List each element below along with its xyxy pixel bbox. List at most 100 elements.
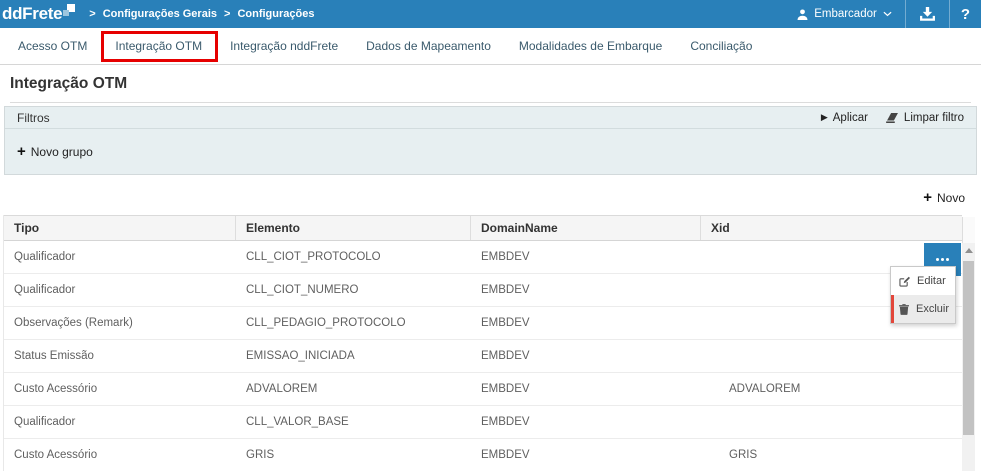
- download-icon: [919, 7, 936, 21]
- row-context-menu: Editar Excluir: [890, 266, 956, 324]
- vertical-scrollbar[interactable]: [962, 243, 975, 471]
- app-logo: ddFrete: [2, 2, 76, 26]
- cell-tipo: Qualificador: [14, 284, 76, 296]
- filters-title: Filtros: [17, 110, 50, 125]
- context-menu-item-label: Excluir: [916, 303, 950, 315]
- eraser-icon: [886, 112, 899, 123]
- context-menu-item-editar[interactable]: Editar: [891, 267, 955, 295]
- tab-dados-de-mapeamento[interactable]: Dados de Mapeamento: [366, 39, 491, 53]
- plus-icon: +: [923, 189, 932, 206]
- plus-icon: +: [17, 142, 26, 160]
- context-menu-item-label: Editar: [917, 275, 946, 287]
- new-group-button[interactable]: + Novo grupo: [17, 142, 93, 160]
- apply-filter-label: Aplicar: [832, 111, 868, 124]
- cell-elemento: CLL_CIOT_NUMERO: [246, 284, 359, 296]
- filters-header: Filtros ▶ Aplicar Limpar filtro: [5, 107, 976, 129]
- new-record-button[interactable]: + Novo: [923, 189, 965, 206]
- apply-filter-button[interactable]: ▶ Aplicar: [821, 112, 868, 124]
- tab-modalidades-de-embarque[interactable]: Modalidades de Embarque: [518, 39, 663, 53]
- filters-body: + Novo grupo: [5, 129, 976, 174]
- cell-tipo: Observações (Remark): [14, 317, 133, 329]
- column-header-domainname: DomainName: [471, 216, 701, 240]
- filters-actions: ▶ Aplicar Limpar filtro: [821, 112, 964, 124]
- clear-filter-label: Limpar filtro: [903, 111, 964, 124]
- topbar-divider: [948, 0, 950, 28]
- column-header-elemento: Elemento: [236, 216, 471, 240]
- cell-domainname: EMBDEV: [481, 350, 530, 362]
- cell-xid: [701, 406, 962, 438]
- cell-domainname: EMBDEV: [481, 449, 530, 461]
- tab-conciliacao[interactable]: Conciliação: [690, 39, 753, 53]
- scrollbar-corner: [962, 217, 975, 243]
- page-title: Integração OTM: [10, 73, 971, 103]
- table-row[interactable]: Qualificador CLL_VALOR_BASE EMBDEV: [4, 406, 962, 439]
- table-header-row: Tipo Elemento DomainName Xid: [4, 215, 962, 241]
- table-toolbar: + Novo: [0, 187, 981, 209]
- topbar-divider: [904, 0, 906, 28]
- records-table: Tipo Elemento DomainName Xid Qualificado…: [3, 215, 962, 471]
- logo-squares-icon: [63, 4, 76, 16]
- cell-domainname: EMBDEV: [481, 251, 530, 263]
- tab-integracao-otm[interactable]: Integração OTM: [101, 28, 219, 64]
- cell-tipo: Custo Acessório: [14, 449, 98, 461]
- trash-icon: [899, 303, 909, 315]
- chevron-down-icon: [883, 11, 892, 17]
- cell-elemento: CLL_VALOR_BASE: [246, 416, 349, 428]
- up-arrow-icon: [964, 247, 973, 253]
- cell-tipo: Custo Acessório: [14, 383, 98, 395]
- cell-tipo: Qualificador: [14, 251, 76, 263]
- cell-tipo: Status Emissão: [14, 350, 94, 362]
- scrollbar-thumb[interactable]: [963, 261, 974, 435]
- tab-bar: Acesso OTM Integração OTM Integração ndd…: [0, 28, 981, 65]
- cell-xid: ADVALOREM: [729, 383, 801, 395]
- play-icon: ▶: [820, 112, 828, 122]
- cell-xid: [701, 340, 962, 372]
- user-menu-label: Embarcador: [814, 8, 877, 20]
- topbar-actions: Embarcador ?: [784, 0, 981, 28]
- top-bar: ddFrete > Configurações Gerais > Configu…: [0, 0, 981, 28]
- table-row[interactable]: Observações (Remark) CLL_PEDAGIO_PROTOCO…: [4, 307, 962, 340]
- user-menu-button[interactable]: Embarcador: [784, 0, 905, 28]
- cell-elemento: ADVALOREM: [246, 383, 318, 395]
- user-icon: [797, 8, 808, 20]
- cell-domainname: EMBDEV: [481, 383, 530, 395]
- tab-integracao-nddfrete[interactable]: Integração nddFrete: [230, 39, 339, 53]
- tab-integracao-otm-label: Integração OTM: [115, 39, 203, 53]
- cell-tipo: Qualificador: [14, 416, 76, 428]
- table-row[interactable]: Custo Acessório GRIS EMBDEV GRIS: [4, 439, 962, 471]
- breadcrumb-item-configuracoes[interactable]: Configurações: [237, 8, 315, 20]
- breadcrumb-separator: >: [89, 8, 96, 20]
- breadcrumb-item-configuracoes-gerais[interactable]: Configurações Gerais: [102, 8, 218, 20]
- new-group-label: Novo grupo: [30, 144, 93, 159]
- table-row[interactable]: Status Emissão EMISSAO_INICIADA EMBDEV: [4, 340, 962, 373]
- cell-xid: GRIS: [729, 449, 758, 461]
- edit-icon: [899, 276, 910, 287]
- column-header-xid: Xid: [711, 221, 730, 235]
- filters-panel: Filtros ▶ Aplicar Limpar filtro + Novo g…: [4, 106, 977, 175]
- table-row[interactable]: Qualificador CLL_CIOT_NUMERO EMBDEV: [4, 274, 962, 307]
- column-header-tipo: Tipo: [4, 216, 236, 240]
- cell-elemento: GRIS: [246, 449, 275, 461]
- cell-domainname: EMBDEV: [481, 416, 530, 428]
- help-button[interactable]: ?: [960, 5, 970, 23]
- cell-elemento: CLL_PEDAGIO_PROTOCOLO: [246, 317, 406, 329]
- clear-filter-button[interactable]: Limpar filtro: [886, 112, 964, 124]
- ellipsis-icon: [941, 258, 944, 261]
- ellipsis-icon: [936, 258, 939, 261]
- ellipsis-icon: [946, 258, 949, 261]
- tab-acesso-otm[interactable]: Acesso OTM: [18, 39, 88, 53]
- cell-elemento: EMISSAO_INICIADA: [246, 350, 355, 362]
- cell-elemento: CLL_CIOT_PROTOCOLO: [246, 251, 381, 263]
- table-row[interactable]: Qualificador CLL_CIOT_PROTOCOLO EMBDEV: [4, 241, 962, 274]
- breadcrumb: > Configurações Gerais > Configurações: [89, 8, 314, 20]
- new-record-label: Novo: [936, 191, 965, 205]
- table-row[interactable]: Custo Acessório ADVALOREM EMBDEV ADVALOR…: [4, 373, 962, 406]
- cell-domainname: EMBDEV: [481, 284, 530, 296]
- breadcrumb-separator: >: [224, 8, 231, 20]
- app-logo-text: ddFrete: [2, 4, 63, 23]
- context-menu-item-excluir[interactable]: Excluir: [891, 295, 955, 323]
- download-button[interactable]: [906, 0, 949, 28]
- cell-domainname: EMBDEV: [481, 317, 530, 329]
- scrollbar-up-button[interactable]: [962, 243, 975, 257]
